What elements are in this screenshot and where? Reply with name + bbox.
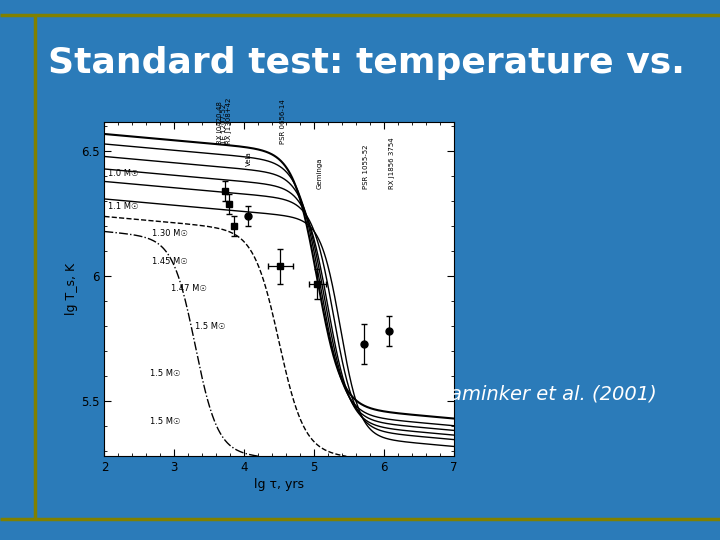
Text: 1.47 M☉: 1.47 M☉ — [171, 285, 207, 293]
Text: Geminga: Geminga — [317, 158, 323, 189]
Text: 1.5 M☉: 1.5 M☉ — [150, 369, 180, 379]
Text: PSR 0656-14: PSR 0656-14 — [280, 99, 286, 144]
Text: 1.0 M☉: 1.0 M☉ — [108, 170, 138, 178]
Text: 1E 1207-52: 1E 1207-52 — [221, 104, 227, 144]
Text: 1.45 M☉: 1.45 M☉ — [152, 257, 188, 266]
Text: Kaminker et al. (2001): Kaminker et al. (2001) — [438, 384, 657, 404]
Y-axis label: lg T_s, K: lg T_s, K — [65, 263, 78, 315]
Text: 1.5 M☉: 1.5 M☉ — [195, 322, 225, 331]
Text: RX J1856 3754: RX J1856 3754 — [389, 137, 395, 189]
Text: Standard test: temperature vs.: Standard test: temperature vs. — [48, 46, 685, 80]
Text: RX J1308+42: RX J1308+42 — [226, 98, 233, 144]
Text: 1.1 M☉: 1.1 M☉ — [108, 202, 138, 211]
Text: RX J0420-48: RX J0420-48 — [217, 101, 222, 144]
Text: PSR 1055-52: PSR 1055-52 — [364, 145, 369, 189]
Text: 1.30 M☉: 1.30 M☉ — [152, 230, 188, 239]
Text: 1.5 M☉: 1.5 M☉ — [150, 417, 180, 426]
X-axis label: lg τ, yrs: lg τ, yrs — [254, 478, 304, 491]
Text: Vela: Vela — [246, 152, 252, 166]
